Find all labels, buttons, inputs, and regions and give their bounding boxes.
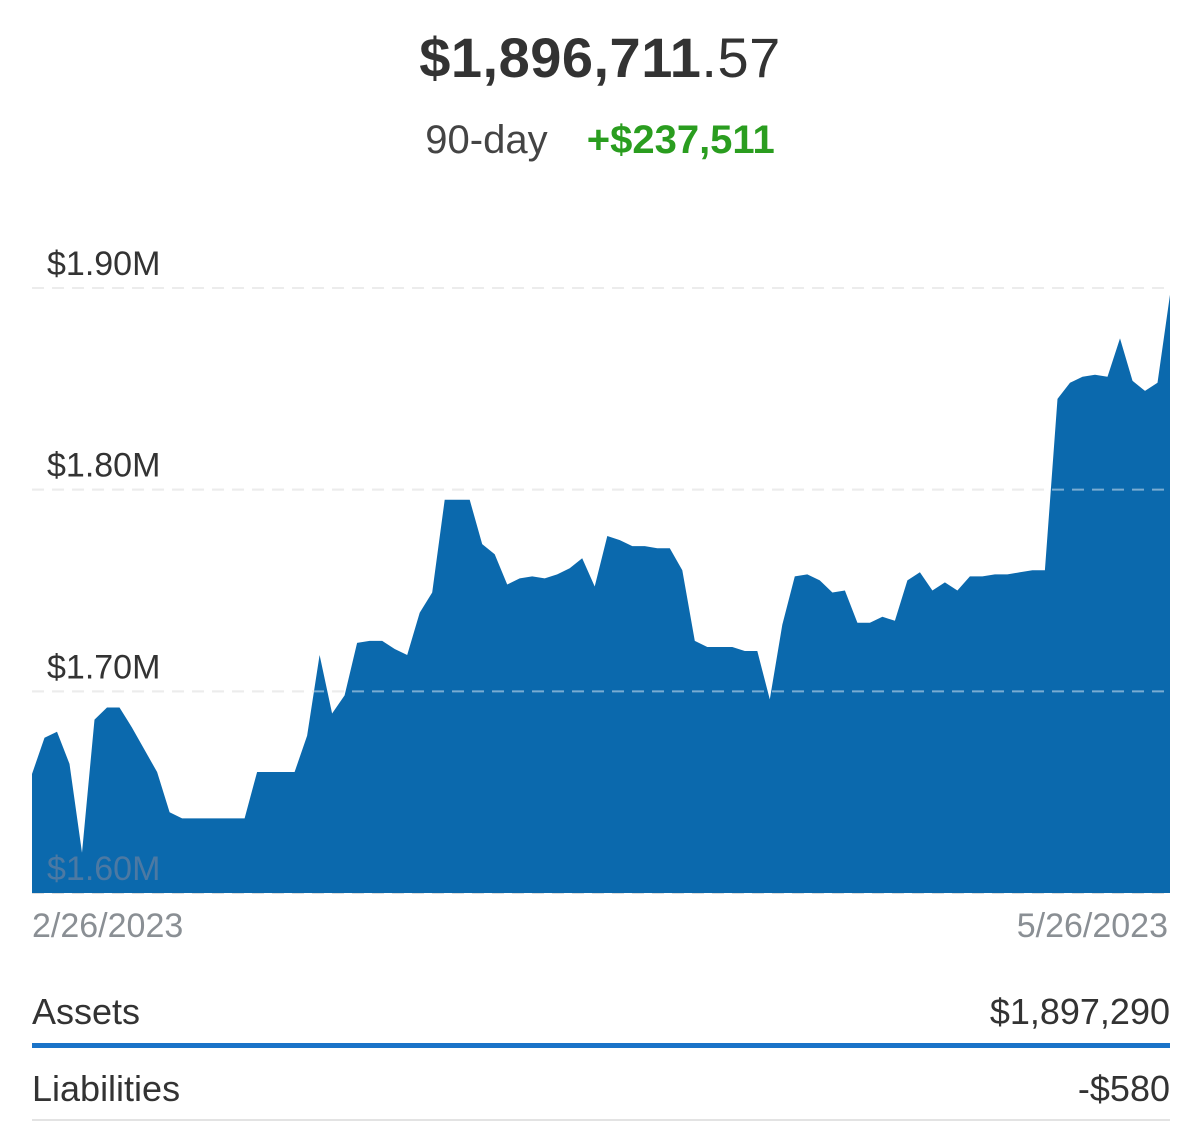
x-tick-end: 5/26/2023 [1017, 907, 1168, 945]
change-value: +$237,511 [586, 118, 775, 162]
net-worth-chart[interactable]: $1.90M $1.80M $1.70M $1.60M 2/26/2023 5/26/… [0, 0, 1200, 960]
assets-label: Assets [32, 991, 141, 1032]
assets-divider [32, 1043, 1170, 1048]
y-tick-label-2: $1.70M [47, 648, 160, 686]
net-worth-total: $1,896,711.57 [0, 22, 1200, 94]
period-label[interactable]: 90-day [425, 118, 548, 162]
liabilities-label: Liabilities [32, 1068, 181, 1109]
assets-value: $1,897,290 [989, 991, 1170, 1032]
change-summary: 90-day +$237,511 [0, 112, 1200, 168]
overlay-layer [32, 287, 1170, 693]
liabilities-divider [32, 1119, 1170, 1121]
label-layer: $1.90M $1.80M $1.70M $1.60M [47, 245, 160, 888]
x-tick-start: 2/26/2023 [32, 907, 183, 945]
liabilities-row[interactable]: Liabilities -$580 [32, 1067, 1170, 1111]
area-layer [32, 294, 1170, 893]
net-worth-cents: .57 [701, 26, 781, 89]
assets-row[interactable]: Assets $1,897,290 [32, 990, 1170, 1034]
net-worth-whole: $1,896,711 [419, 26, 702, 89]
y-tick-label-3: $1.60M [47, 850, 160, 888]
y-tick-label-0: $1.90M [47, 245, 160, 283]
net-worth-area [32, 294, 1170, 893]
y-tick-label-1: $1.80M [47, 447, 160, 485]
liabilities-value: -$580 [1077, 1068, 1170, 1109]
